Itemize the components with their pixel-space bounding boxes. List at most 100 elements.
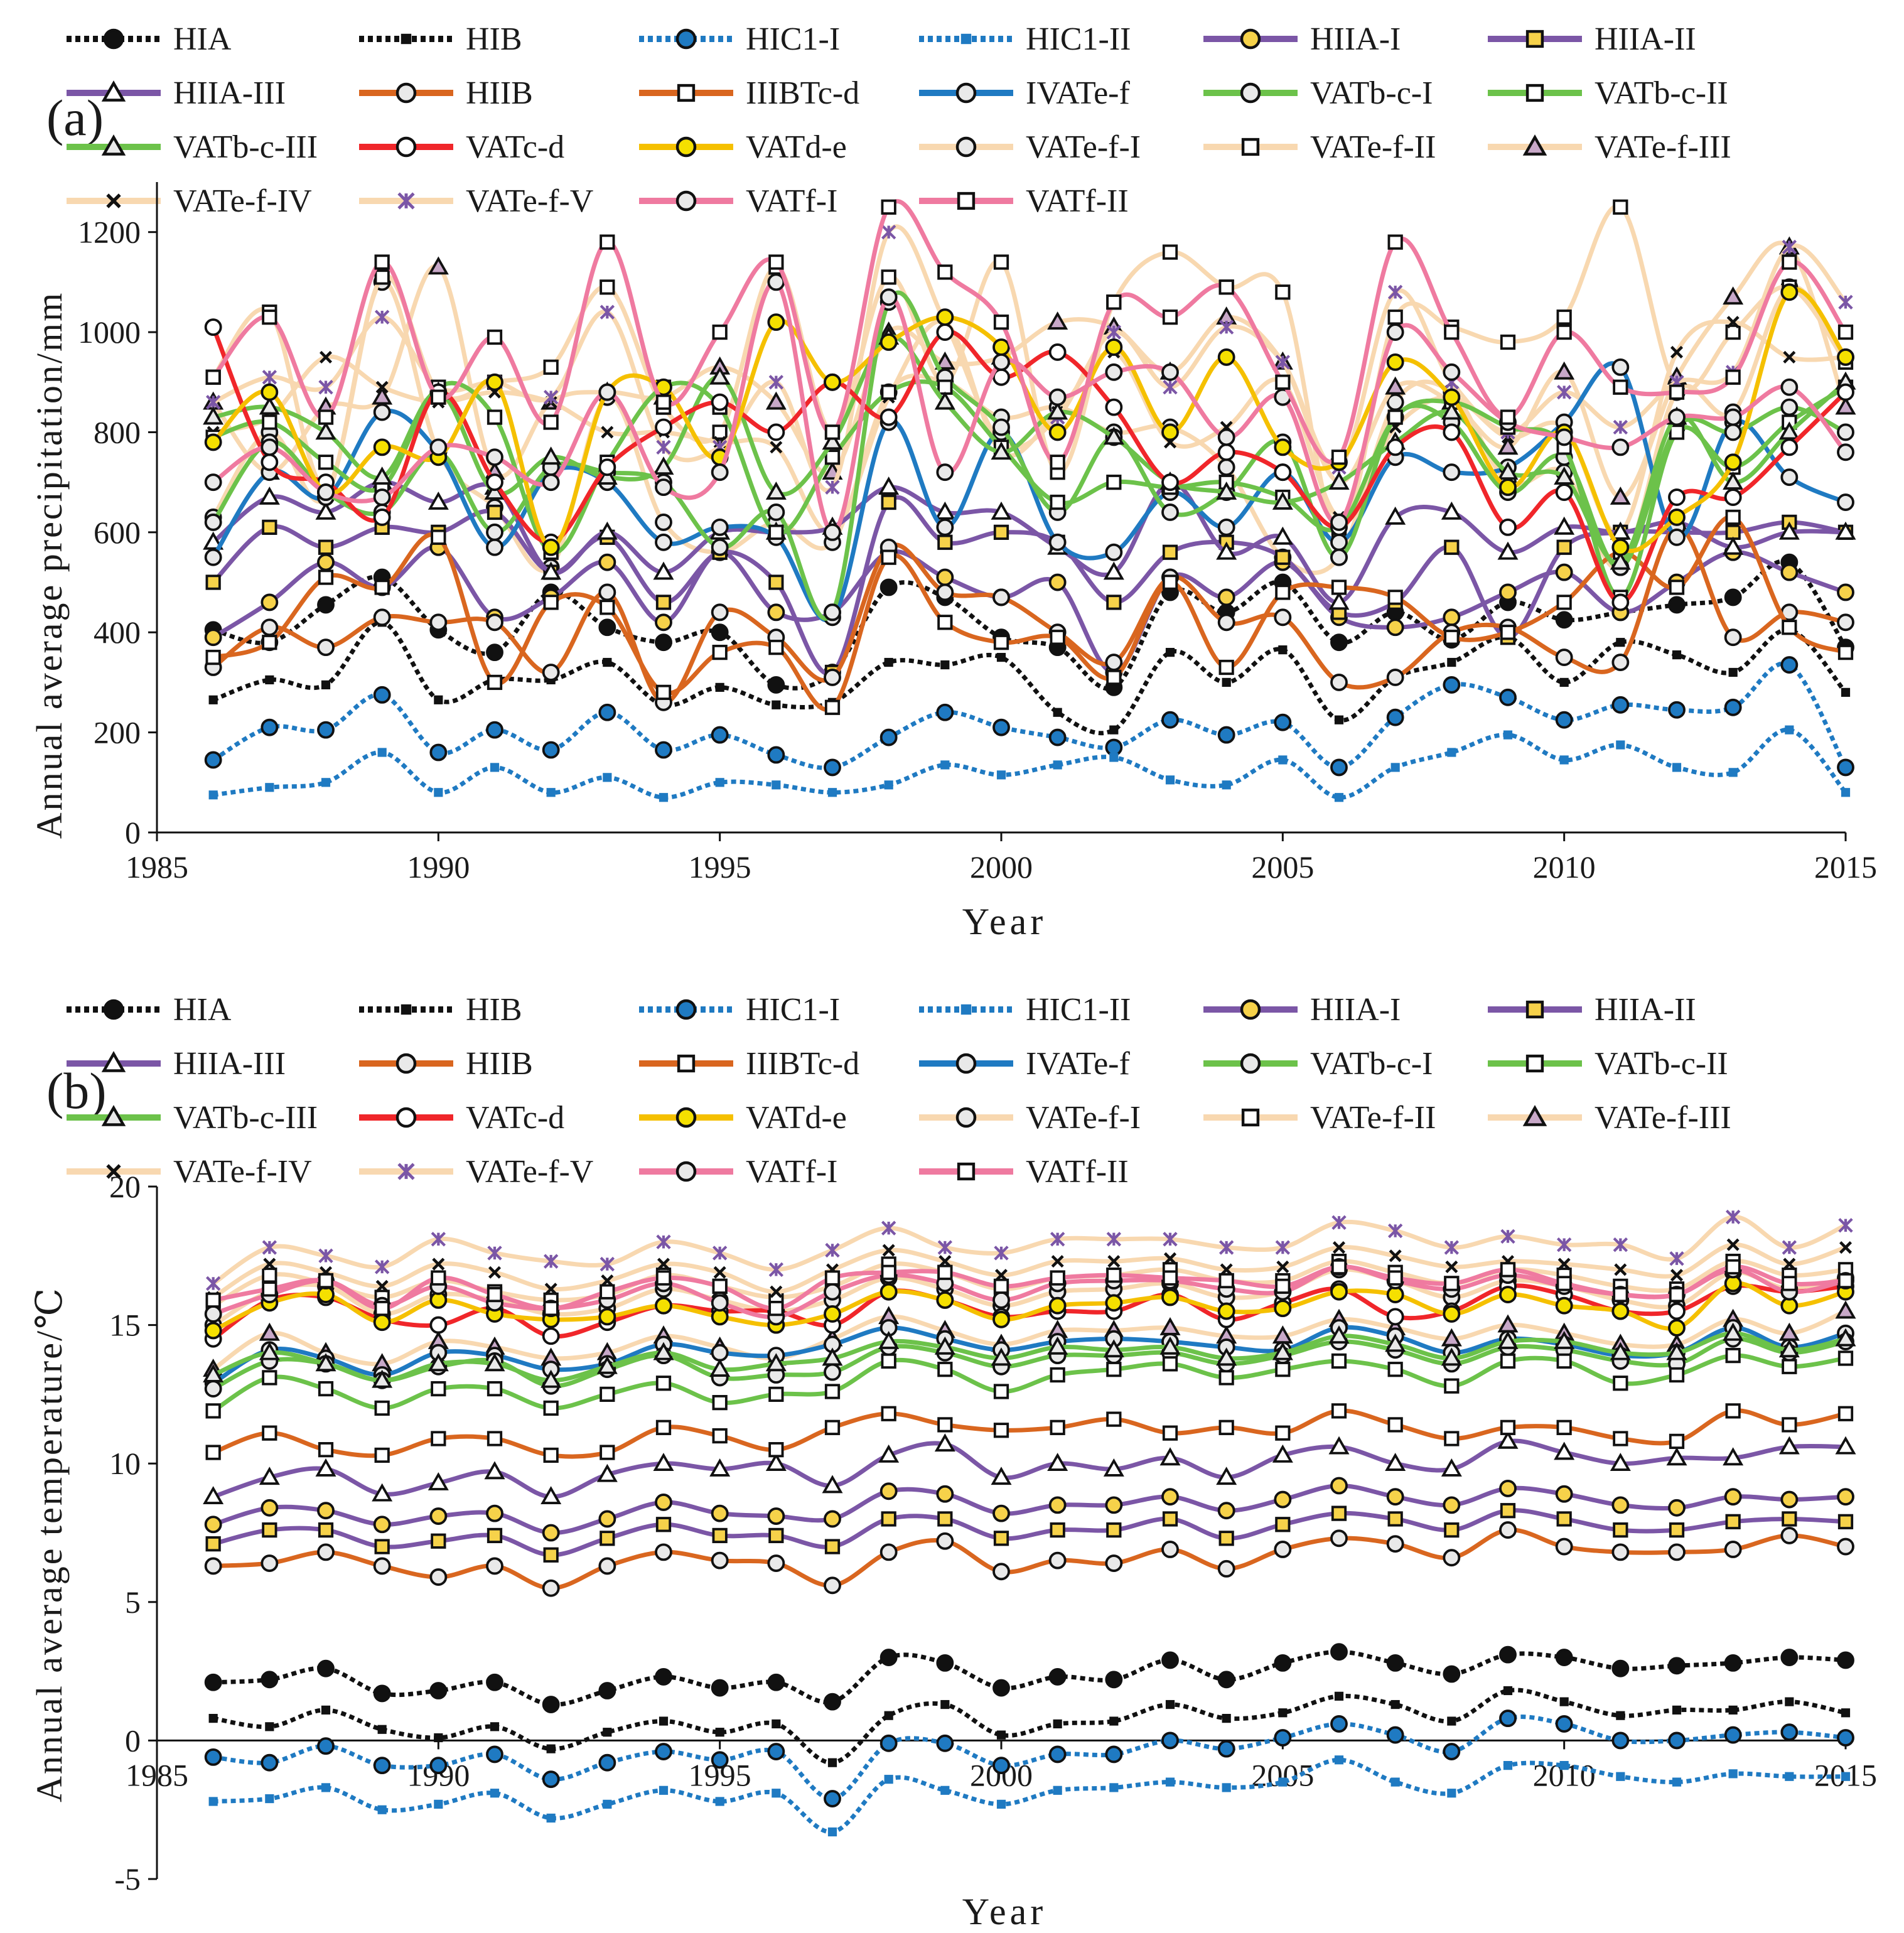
legend-label: HIB bbox=[466, 21, 522, 57]
data-point bbox=[940, 1785, 950, 1795]
data-point bbox=[1443, 1743, 1461, 1760]
data-point bbox=[1554, 361, 1575, 380]
data-point bbox=[1050, 455, 1065, 470]
legend-item-a-iiibtc-d: IIIBTc-d bbox=[639, 75, 859, 111]
data-point bbox=[1161, 711, 1179, 729]
data-point bbox=[996, 1799, 1006, 1809]
data-point bbox=[712, 644, 728, 660]
data-point bbox=[205, 649, 221, 665]
data-point bbox=[1109, 1783, 1119, 1792]
data-point bbox=[1837, 443, 1854, 461]
data-point bbox=[1611, 1659, 1630, 1677]
legend-item-a-vate-f-iv: VATe-f-IV bbox=[67, 183, 312, 219]
data-point bbox=[1616, 1711, 1625, 1720]
data-point bbox=[1328, 1325, 1350, 1344]
legend-item-a-vate-f-i: VATe-f-I bbox=[919, 129, 1141, 165]
data-point bbox=[1497, 1331, 1519, 1349]
data-point bbox=[1556, 595, 1572, 610]
data-point bbox=[1217, 1559, 1235, 1578]
data-point bbox=[374, 269, 390, 285]
data-point bbox=[884, 1711, 893, 1720]
data-point bbox=[881, 269, 896, 285]
data-point bbox=[434, 1733, 443, 1743]
data-point bbox=[1670, 1269, 1684, 1282]
data-point bbox=[542, 1579, 560, 1597]
data-point bbox=[1162, 244, 1178, 260]
data-point bbox=[318, 539, 334, 555]
panel-b: (b) HIA HIB HIC1-I HIC1-II HIIA-I HIIA-II HIIA… bbox=[29, 992, 1877, 1932]
data-point bbox=[1611, 593, 1630, 611]
data-point bbox=[1613, 379, 1628, 395]
data-point bbox=[1611, 1543, 1630, 1561]
data-point bbox=[1724, 628, 1742, 647]
data-point bbox=[315, 1353, 336, 1372]
series-line bbox=[212, 1325, 1846, 1386]
data-point bbox=[655, 1494, 672, 1511]
legend-item-b-vate-f-ii: VATe-f-II bbox=[1203, 1100, 1436, 1136]
data-point bbox=[1614, 1263, 1627, 1276]
data-point bbox=[1441, 1347, 1462, 1366]
data-point bbox=[1047, 1336, 1068, 1355]
data-point bbox=[996, 770, 1006, 780]
data-point bbox=[1161, 1288, 1179, 1306]
data-point bbox=[1105, 1671, 1123, 1689]
data-point bbox=[1330, 548, 1348, 566]
data-point bbox=[1724, 1654, 1742, 1672]
data-point bbox=[374, 1259, 390, 1274]
data-point bbox=[937, 1240, 953, 1255]
data-point bbox=[265, 675, 274, 685]
data-point bbox=[711, 1343, 729, 1362]
data-point bbox=[767, 503, 785, 521]
data-point bbox=[261, 1753, 279, 1772]
data-point bbox=[655, 595, 672, 610]
data-point bbox=[936, 583, 954, 601]
x-tick-label: 1990 bbox=[407, 849, 470, 885]
series-b-hia bbox=[204, 1643, 1854, 1713]
data-point bbox=[1780, 1490, 1799, 1509]
data-point bbox=[996, 652, 1006, 662]
data-point bbox=[1782, 1240, 1797, 1255]
data-point bbox=[1159, 1336, 1181, 1355]
data-point bbox=[598, 583, 616, 601]
data-point bbox=[1837, 758, 1854, 777]
legend-label: HIB bbox=[466, 992, 522, 1028]
data-point bbox=[879, 333, 898, 351]
data-point bbox=[824, 1576, 841, 1595]
data-point bbox=[656, 439, 671, 455]
data-point bbox=[1837, 1514, 1854, 1529]
data-point bbox=[1048, 423, 1067, 441]
x-tick-label: 2005 bbox=[1251, 849, 1314, 885]
data-point bbox=[1162, 1511, 1178, 1527]
data-point bbox=[1275, 355, 1291, 370]
data-point bbox=[1503, 1761, 1513, 1770]
legend-marker bbox=[106, 193, 121, 208]
legend-label: HIIA-III bbox=[173, 75, 286, 111]
data-point bbox=[1331, 1403, 1347, 1419]
legend-marker bbox=[101, 1051, 126, 1072]
data-point bbox=[542, 664, 560, 681]
y-tick-label: 0 bbox=[125, 1723, 141, 1758]
data-point bbox=[996, 1730, 1006, 1740]
data-point bbox=[1278, 1777, 1288, 1787]
data-point bbox=[767, 1743, 785, 1760]
data-point bbox=[1724, 698, 1742, 716]
data-point bbox=[1780, 1649, 1799, 1666]
data-point bbox=[1218, 1370, 1234, 1386]
data-point bbox=[1330, 633, 1348, 652]
data-point bbox=[486, 1745, 503, 1763]
legend-item-a-hiia-i: HIIA-I bbox=[1203, 21, 1401, 57]
axes-a: 0 200 400 600 800 1000 1200 1985 1990 1995 2000 200… bbox=[78, 182, 1877, 885]
data-point bbox=[1503, 730, 1513, 740]
legend-marker bbox=[957, 1162, 976, 1181]
data-point bbox=[1778, 1436, 1800, 1455]
legend-label: IIIBTc-d bbox=[746, 1046, 859, 1082]
data-point bbox=[1444, 1378, 1460, 1394]
data-point bbox=[767, 1673, 785, 1691]
y-tick-label: 5 bbox=[125, 1585, 141, 1620]
data-point bbox=[1334, 715, 1344, 724]
legend-item-b-vatb-c-iii: VATb-c-III bbox=[67, 1100, 318, 1136]
data-point bbox=[1723, 1447, 1744, 1466]
data-point bbox=[1725, 369, 1741, 385]
data-point bbox=[715, 778, 724, 787]
data-point bbox=[543, 1301, 559, 1316]
